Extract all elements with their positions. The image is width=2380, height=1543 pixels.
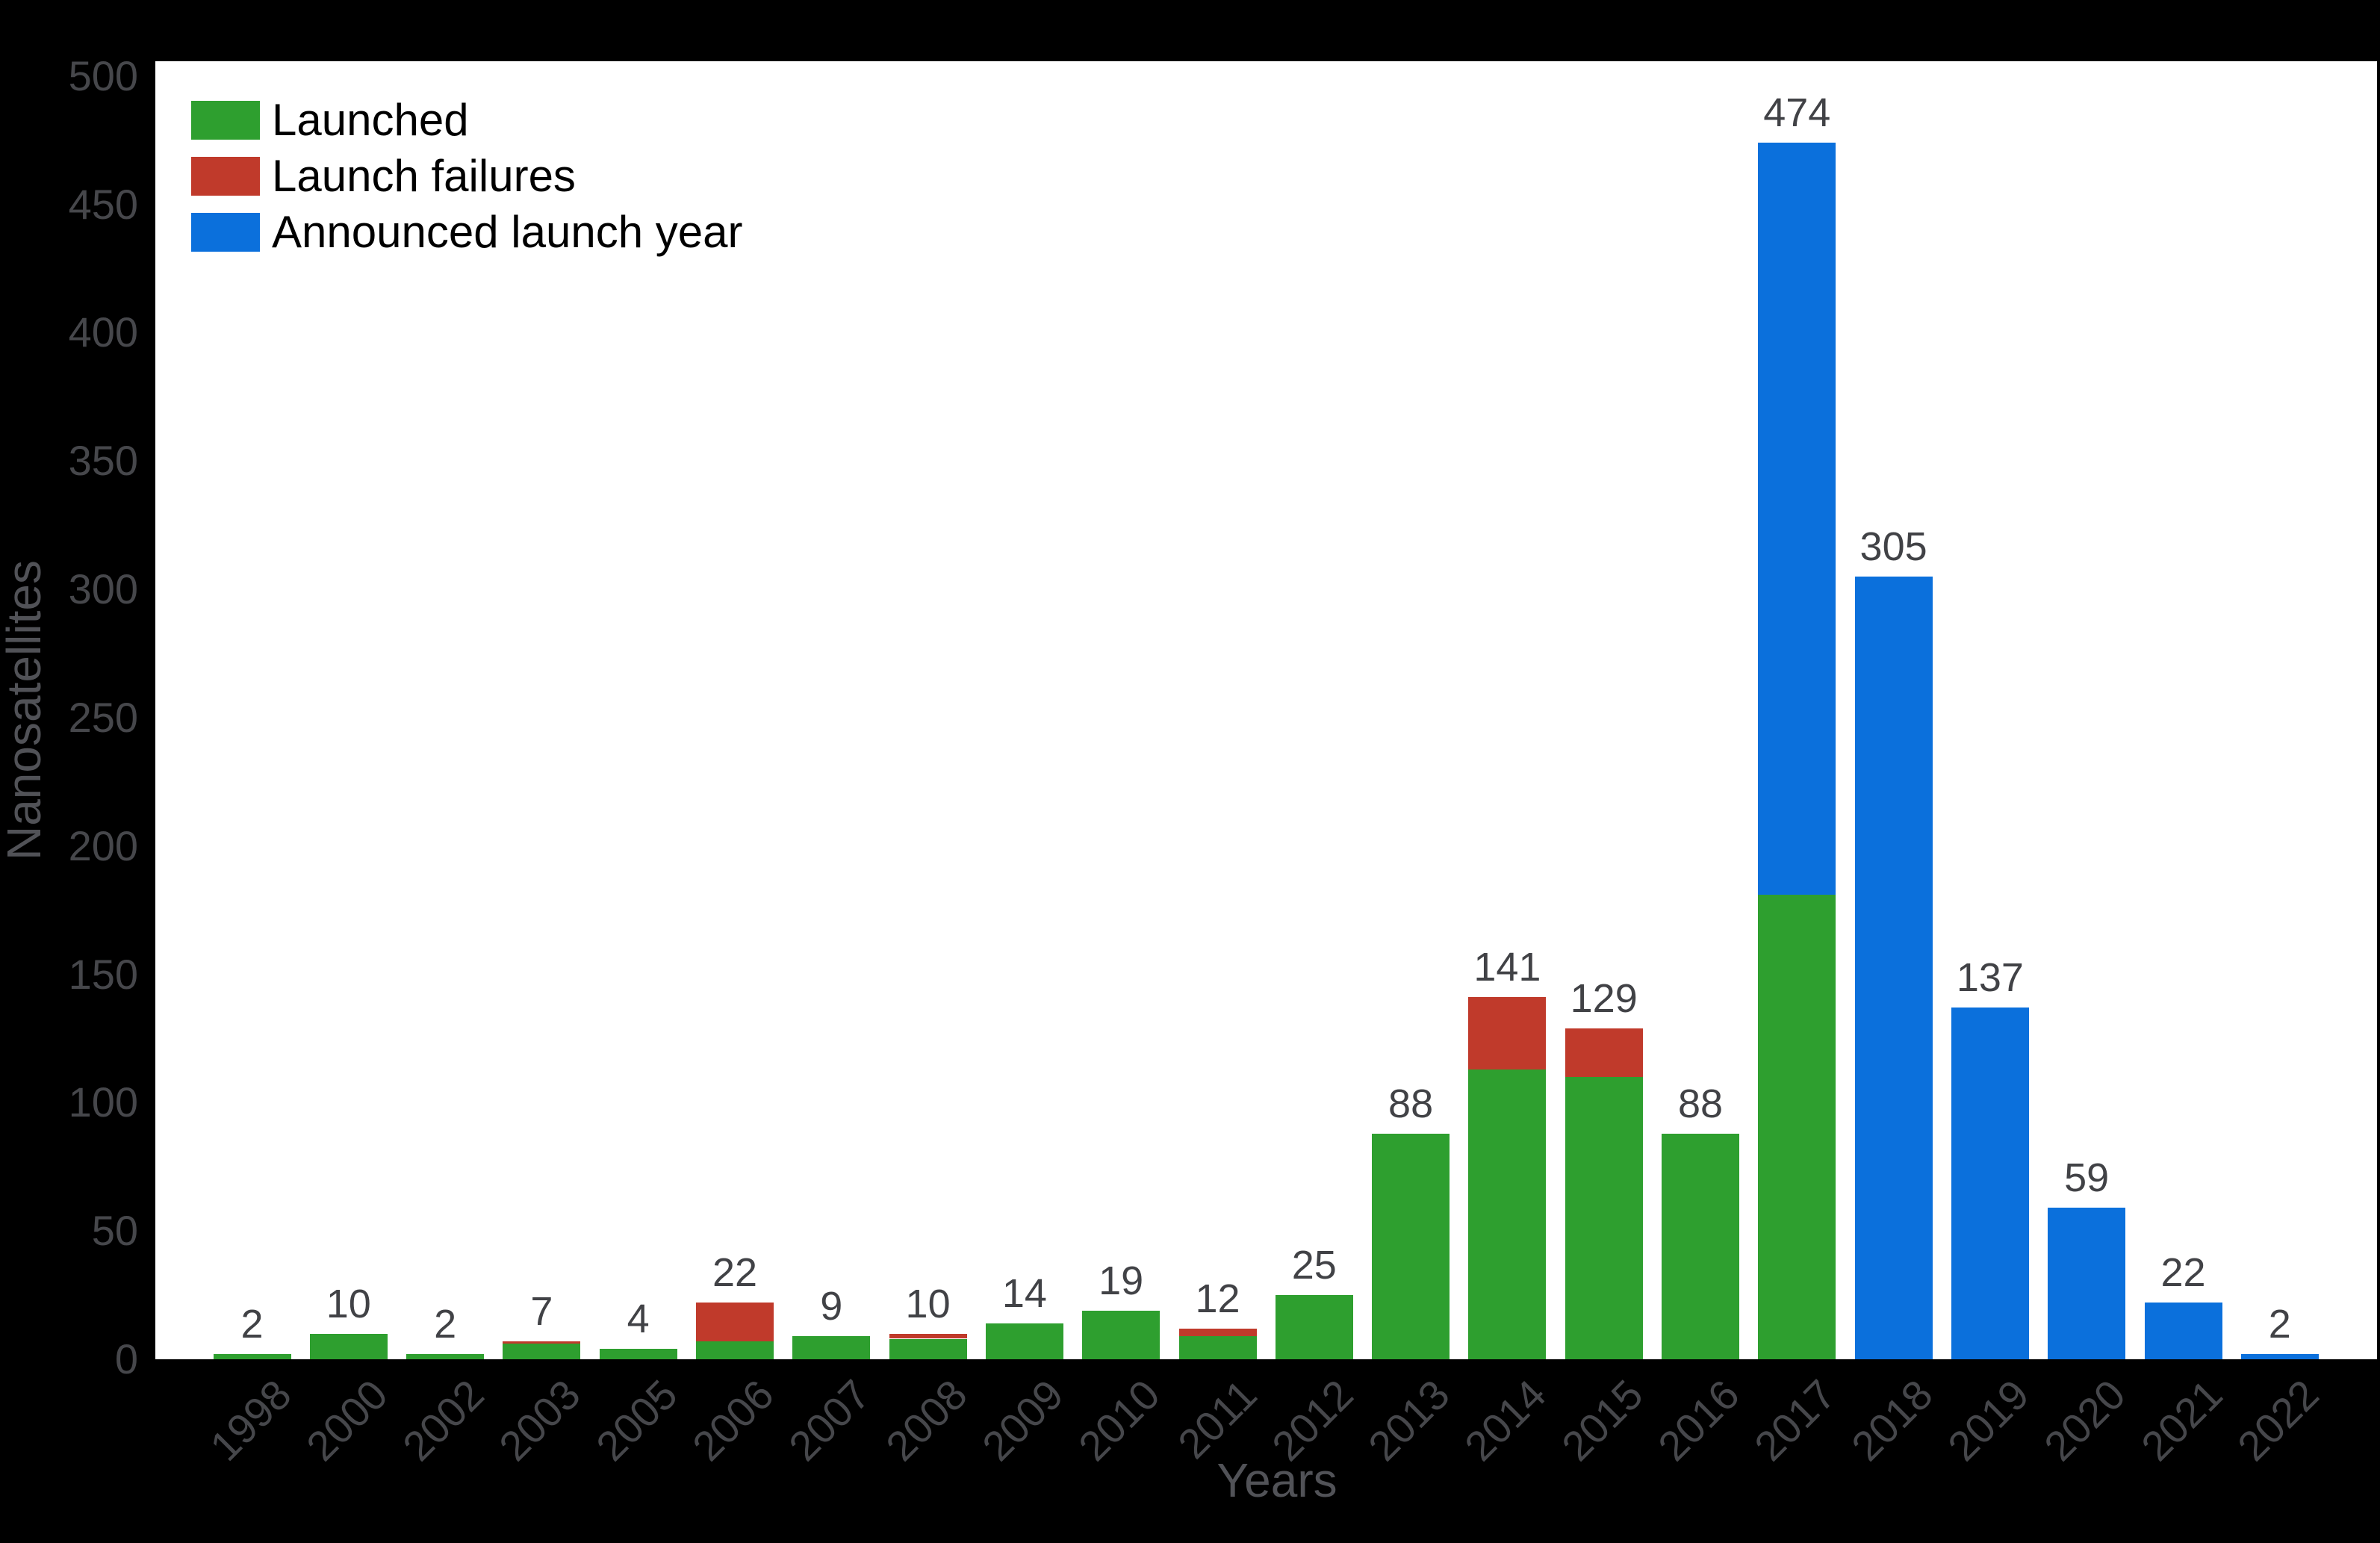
x-axis-title: Years (1217, 1453, 1337, 1507)
bar-value-label: 9 (820, 1284, 843, 1329)
bar-value-label: 7 (530, 1288, 553, 1334)
bar-value-label: 10 (905, 1281, 951, 1326)
bar-segment-launched-2006 (696, 1341, 774, 1359)
x-tick-label: 2011 (1168, 1370, 1266, 1468)
y-tick-label: 200 (68, 822, 138, 869)
y-tick-label: 300 (68, 565, 138, 613)
bar-segment-launched-2007 (792, 1336, 871, 1359)
x-tick-label: 2008 (876, 1370, 976, 1470)
bar-value-label: 22 (712, 1250, 758, 1296)
bar-value-label: 22 (2160, 1250, 2206, 1296)
legend-swatch-announced-launch-year (191, 213, 260, 252)
legend-item-launched: Launched (191, 98, 742, 143)
bar-value-label: 141 (1473, 945, 1541, 990)
bar-segment-launched-2016 (1662, 1133, 1739, 1359)
bar-value-label: 129 (1570, 975, 1638, 1021)
x-tick-label: 2019 (1938, 1370, 2038, 1470)
bar-segment-launched-2009 (985, 1323, 1063, 1359)
bar-segment-launched-2012 (1275, 1295, 1353, 1359)
y-tick-label: 500 (68, 52, 138, 99)
bar-value-label: 2 (2268, 1302, 2291, 1347)
x-tick-label: 2000 (296, 1370, 397, 1470)
bar-segment-launched-2008 (889, 1338, 967, 1359)
x-tick-label: 2014 (1455, 1370, 1556, 1470)
bar-value-label: 137 (1956, 955, 2024, 1001)
bar-segment-launched-2010 (1082, 1310, 1161, 1359)
y-tick-label: 350 (68, 437, 138, 485)
bar-segment-launched-2005 (599, 1349, 677, 1359)
legend-label: Launched (272, 95, 469, 145)
bar-value-label: 14 (1001, 1270, 1047, 1316)
bar-segment-launched-2013 (1372, 1133, 1450, 1359)
legend-item-announced-launch-year: Announced launch year (191, 210, 742, 255)
bar-value-label: 88 (1677, 1081, 1724, 1126)
bar-value-label: 10 (326, 1281, 371, 1326)
x-tick-label: 2017 (1745, 1370, 1845, 1470)
y-tick-label: 100 (68, 1078, 138, 1126)
bar-segment-launch-failures-2003 (503, 1341, 581, 1344)
y-tick-label: 0 (114, 1335, 138, 1382)
x-tick-label: 2003 (490, 1370, 590, 1470)
bar-segment-launched-2000 (309, 1333, 388, 1359)
y-tick-label: 50 (91, 1207, 138, 1255)
bar-segment-announced-launch-year-2021 (2144, 1303, 2222, 1359)
bar-segment-announced-launch-year-2019 (1951, 1008, 2029, 1359)
bar-value-label: 88 (1388, 1081, 1434, 1126)
x-tick-label: 2020 (2035, 1370, 2134, 1470)
x-tick-label: 2018 (1842, 1370, 1942, 1470)
y-tick-label: 150 (68, 950, 138, 998)
bar-segment-announced-launch-year-2018 (1854, 576, 1933, 1359)
bar-segment-launched-2014 (1468, 1069, 1547, 1359)
bar-segment-launched-2015 (1565, 1076, 1643, 1359)
bar-value-label: 474 (1763, 90, 1831, 136)
bar-segment-launched-1998 (213, 1354, 291, 1359)
bar-value-label: 2 (240, 1302, 264, 1347)
legend-item-launch-failures: Launch failures (191, 154, 742, 199)
bar-segment-announced-launch-year-2020 (2048, 1208, 2126, 1359)
legend-label: Announced launch year (272, 207, 743, 257)
bar-value-label: 59 (2064, 1155, 2110, 1201)
bar-segment-launched-2002 (406, 1354, 485, 1359)
bar-value-label: 305 (1859, 524, 1927, 569)
legend-swatch-launched (191, 101, 260, 140)
x-tick-label: 2007 (780, 1370, 880, 1470)
bar-segment-launched-2017 (1758, 894, 1836, 1359)
bar-segment-launch-failures-2006 (696, 1303, 774, 1341)
x-tick-label: 2021 (2131, 1370, 2231, 1470)
x-tick-label: 2005 (586, 1370, 686, 1470)
bar-segment-announced-launch-year-2017 (1758, 143, 1836, 895)
bar-value-label: 4 (627, 1297, 650, 1342)
y-axis-title: Nanosatellites (0, 560, 51, 860)
x-tick-label: 2016 (1649, 1370, 1748, 1470)
x-tick-label: 2015 (1552, 1370, 1652, 1470)
bar-segment-launched-2011 (1178, 1336, 1257, 1359)
bar-segment-announced-launch-year-2022 (2240, 1354, 2319, 1359)
bar-value-label: 25 (1291, 1243, 1337, 1288)
legend-label: Launch failures (272, 151, 576, 201)
x-tick-label: 2002 (394, 1370, 493, 1470)
bar-segment-launch-failures-2008 (889, 1333, 967, 1339)
bar-segment-launch-failures-2014 (1468, 997, 1547, 1069)
y-tick-label: 450 (68, 180, 138, 228)
x-tick-label: 2013 (1359, 1370, 1458, 1470)
x-tick-label: 2009 (972, 1370, 1072, 1470)
x-tick-label: 2022 (2228, 1370, 2328, 1470)
bar-segment-launched-2003 (503, 1344, 581, 1359)
legend: Launched Launch failures Announced launch … (191, 98, 742, 255)
bar-segment-launch-failures-2011 (1178, 1328, 1257, 1337)
bar-value-label: 12 (1195, 1276, 1240, 1321)
x-tick-label: 1998 (200, 1370, 300, 1470)
x-tick-label: 2010 (1069, 1370, 1169, 1470)
bar-segment-launch-failures-2015 (1565, 1028, 1643, 1077)
y-tick-label: 400 (68, 308, 138, 356)
bar-value-label: 2 (434, 1302, 457, 1347)
x-tick-label: 2006 (683, 1370, 783, 1470)
y-tick-label: 250 (68, 693, 138, 741)
legend-swatch-launch-failures (191, 157, 260, 196)
bar-value-label: 19 (1099, 1258, 1144, 1303)
